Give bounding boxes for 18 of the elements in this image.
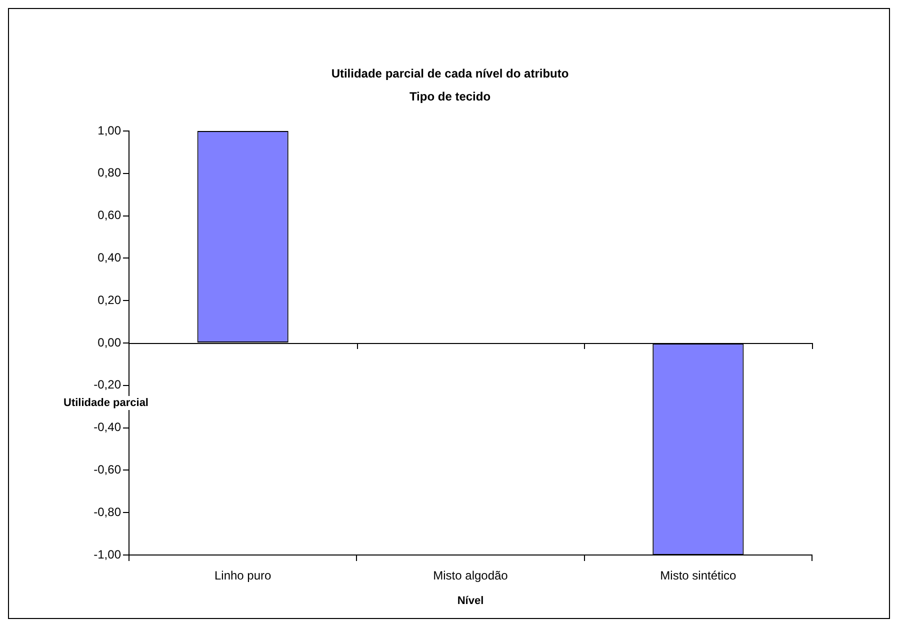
y-tick-label: -0,40 bbox=[94, 420, 122, 434]
y-tick-label: -0,20 bbox=[94, 378, 122, 392]
y-tick-label: 1,00 bbox=[98, 123, 122, 138]
chart-subtitle: Tipo de tecido bbox=[409, 89, 491, 104]
y-tick-label: 0,80 bbox=[98, 166, 122, 180]
x-tick-label: Linho puro bbox=[214, 568, 272, 583]
chart-title: Utilidade parcial de cada nível do atributo bbox=[331, 66, 569, 80]
x-axis-title: Nível bbox=[457, 595, 484, 608]
y-tick-label: 0,20 bbox=[98, 292, 122, 307]
y-tick-label: -0,80 bbox=[94, 504, 122, 519]
y-axis-title: Utilidade parcial bbox=[64, 397, 148, 410]
x-tick-label: Misto algodão bbox=[433, 568, 508, 583]
y-tick-label: 0,40 bbox=[98, 250, 122, 265]
y-tick-label: -1,00 bbox=[94, 547, 122, 562]
x-tick-label: Misto sintético bbox=[660, 568, 737, 583]
y-tick-label: 0,60 bbox=[98, 208, 122, 222]
y-tick-label: -0,60 bbox=[94, 462, 122, 477]
y-tick-label: 0,00 bbox=[98, 335, 122, 350]
